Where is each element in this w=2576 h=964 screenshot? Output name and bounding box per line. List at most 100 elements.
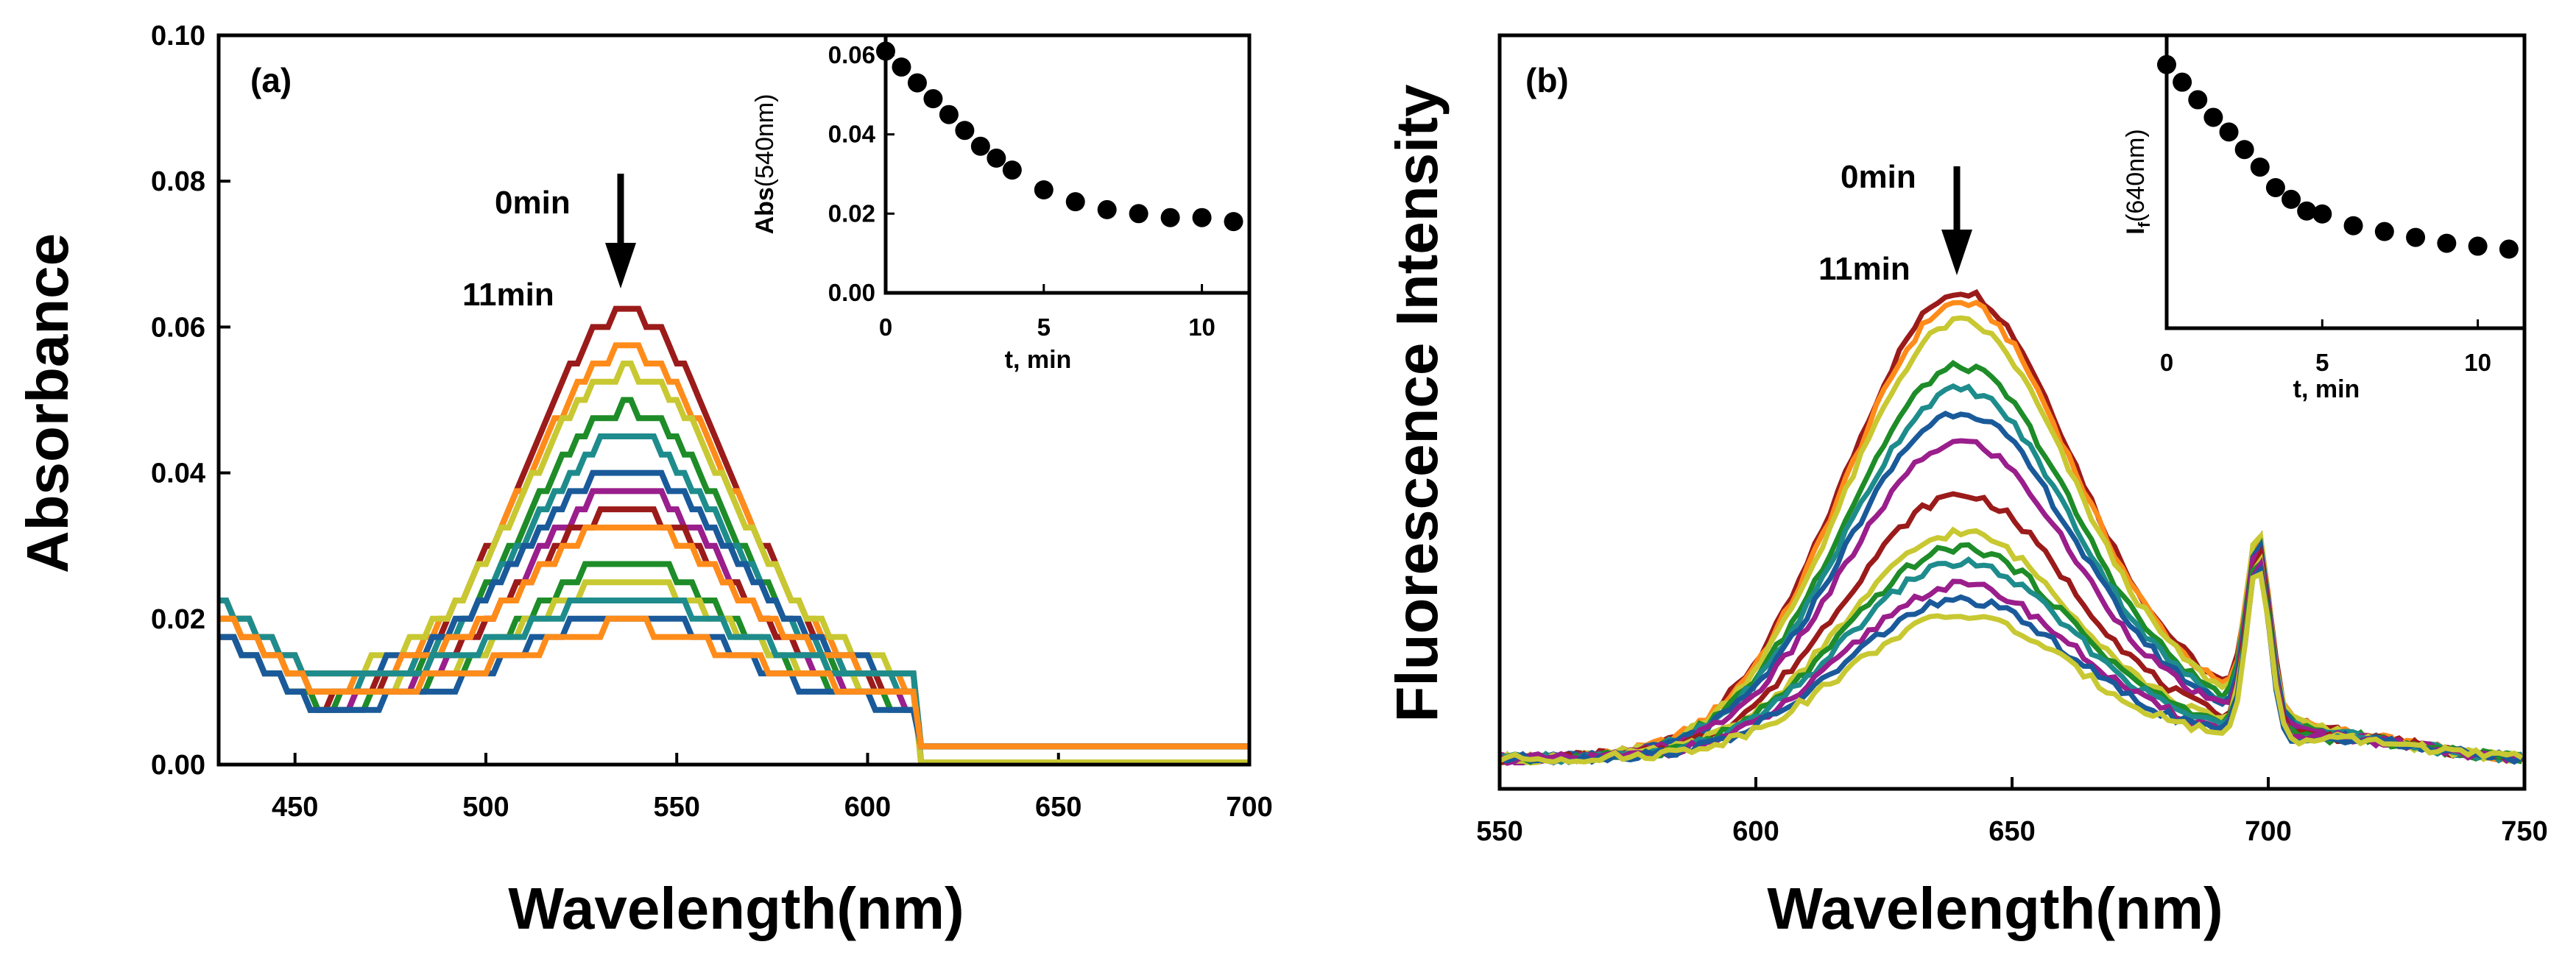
panel-a-curves [219, 305, 1249, 765]
panel-a-inset-ytick-label: 0.06 [828, 41, 875, 68]
panel-b-inset-xtick-label: 0 [2160, 349, 2173, 376]
panel-b-inset-ylabel-rest: (640nm) [2122, 129, 2150, 222]
panel-b-inset-point [2468, 236, 2488, 256]
panel-a-xtick-label: 700 [1226, 792, 1272, 823]
panel-b-xlabel: Wavelength(nm) [1767, 876, 2223, 941]
panel-b-inset-point [2282, 189, 2301, 209]
panel-b-series-line [1499, 556, 2524, 765]
panel-a-inset-point [987, 148, 1006, 168]
panel-b-inset-xtick-label: 5 [2315, 349, 2329, 376]
panel-a-inset-point [1192, 208, 1212, 227]
panel-a-inset-xtick-label: 5 [1037, 313, 1051, 341]
panel-a-xtick-label: 600 [844, 792, 891, 823]
panel-b-tag: (b) [1525, 61, 1569, 99]
panel-b-inset-point [2250, 157, 2270, 177]
panel-a-tag: (a) [250, 61, 292, 99]
panel-b-xtick-label: 750 [2501, 816, 2547, 847]
panel-a-ylabel: Absorbance [15, 233, 80, 573]
panel-b-series-line [1498, 300, 2524, 765]
panel-a-inset-point [892, 57, 911, 77]
panel-a-xtick-label: 650 [1035, 792, 1081, 823]
panel-a-ytick-label: 0.06 [151, 312, 205, 343]
panel-a-inset-ylabel: Abs(540nm) [751, 94, 779, 235]
panel-b-inset-ticks: 0 5 10 [2160, 319, 2491, 376]
panel-a-inset-frame [883, 33, 1252, 295]
panel-b-ylabel: Fluorescence Intensity [1384, 84, 1450, 722]
panel-a-inset: 0 5 10 0.00 0.02 0.04 0.06 Abs(540nm) t, min [751, 33, 1252, 374]
panel-a-xtick-label: 500 [462, 792, 509, 823]
panel-a-inset-point [955, 121, 975, 141]
panel-a-ticks: 450 500 550 600 650 700 0.00 0.02 0.04 0.06 0.08 0.… [151, 21, 1273, 823]
panel-b-inset-xtick-label: 10 [2464, 349, 2491, 376]
panel-a-inset-ytick-label: 0.02 [828, 199, 875, 227]
panel-b-xtick-label: 550 [1476, 816, 1522, 847]
panel-b-inset-point [2343, 216, 2363, 235]
panel-a-frame [216, 33, 1252, 767]
panel-b-end-label: 11min [1818, 251, 1910, 287]
panel-a-inset-point [1002, 160, 1022, 180]
panel-b-inset-point [2203, 107, 2223, 127]
panel-a-end-label: 11min [462, 277, 554, 313]
panel-b-start-label: 0min [1841, 159, 1916, 195]
panel-b-inset-point [2499, 239, 2519, 259]
panel-a-ytick-label: 0.08 [151, 166, 205, 197]
panel-b-inset-point [2157, 54, 2176, 74]
panel-a-ytick-label: 0.04 [151, 458, 205, 489]
panel-b-inset-point [2437, 233, 2457, 253]
panel-a-series-line [219, 615, 1249, 750]
panel-a-ytick-label: 0.02 [151, 604, 205, 635]
panel-b-curves [1497, 288, 2524, 766]
panel-a-inset-ylabel-sub: (540nm) [751, 94, 779, 188]
panel-b-frame [1497, 33, 2527, 791]
panel-a-inset-ylabel-main: Abs [751, 187, 779, 234]
panel-b-inset-frame [2164, 33, 2527, 330]
panel-a-inset-ytick-label: 0.04 [828, 121, 876, 148]
panel-b-arrow-icon [1941, 166, 1972, 275]
panel-b-inset-ylabel-sub: f [2135, 221, 2153, 227]
panel-a-ytick-label: 0.00 [151, 750, 205, 781]
panel-b-inset-xlabel: t, min [2293, 375, 2360, 403]
panel-b-inset-points [2157, 54, 2519, 259]
panel-b-xtick-label: 650 [1989, 816, 2035, 847]
panel-b-xtick-label: 700 [2245, 816, 2291, 847]
panel-a-inset-point [923, 89, 943, 109]
panel-a-inset-point [1160, 208, 1180, 227]
panel-a-inset-point [1065, 192, 1085, 212]
panel-a-inset-ytick-label: 0.00 [828, 279, 875, 306]
panel-a-inset-point [876, 41, 895, 61]
panel-a-inset-point [1129, 204, 1148, 224]
panel-b-inset-ylabel: If(640nm) [2122, 129, 2153, 234]
panel-a-arrow-icon [605, 174, 636, 288]
panel-a-inset-point [970, 136, 990, 156]
panel-b-ticks: 550 600 650 700 750 [1476, 777, 2548, 847]
panel-b-inset-point [2312, 204, 2332, 224]
panel-a-inset-point [1097, 199, 1117, 219]
panel-b-series-line [1497, 383, 2523, 765]
panel-b-inset-point [2234, 140, 2254, 160]
panel-b-series-line [1499, 315, 2523, 766]
panel-b-inset-ylabel-main: I [2122, 227, 2150, 234]
panel-b-inset-point [2406, 227, 2426, 247]
panel-a-inset-xtick-label: 10 [1188, 313, 1215, 341]
panel-a-inset-ticks: 0 5 10 0.00 0.02 0.04 0.06 [828, 41, 1215, 341]
panel-a-start-label: 0min [495, 185, 571, 221]
panel-a-inset-point [939, 104, 959, 124]
panel-a-xlabel: Wavelength(nm) [508, 876, 964, 941]
panel-a-xtick-label: 550 [654, 792, 700, 823]
panel-a-ytick-label: 0.10 [151, 21, 205, 52]
panel-a-inset-xtick-label: 0 [879, 313, 892, 341]
panel-a-inset-xlabel: t, min [1005, 346, 1072, 374]
panel-b-inset-point [2219, 122, 2239, 142]
panel-b: Fluorescence Intensity Wavelength(nm) 55… [1384, 33, 2548, 941]
panel-a-xtick-label: 450 [272, 792, 318, 823]
panel-b-inset-point [2173, 72, 2192, 92]
panel-b-inset-point [2265, 177, 2285, 197]
panel-b-inset-point [2297, 201, 2317, 221]
panel-b-inset: 0 5 10 If(640nm) t, min [2122, 33, 2527, 403]
panel-a: Absorbance Wavelength(nm) 450 500 550 600 65… [15, 21, 1273, 941]
panel-b-series-line [1499, 564, 2524, 765]
panel-a-inset-point [907, 73, 927, 93]
panel-b-inset-point [2374, 221, 2394, 241]
panel-b-xtick-label: 600 [1732, 816, 1779, 847]
